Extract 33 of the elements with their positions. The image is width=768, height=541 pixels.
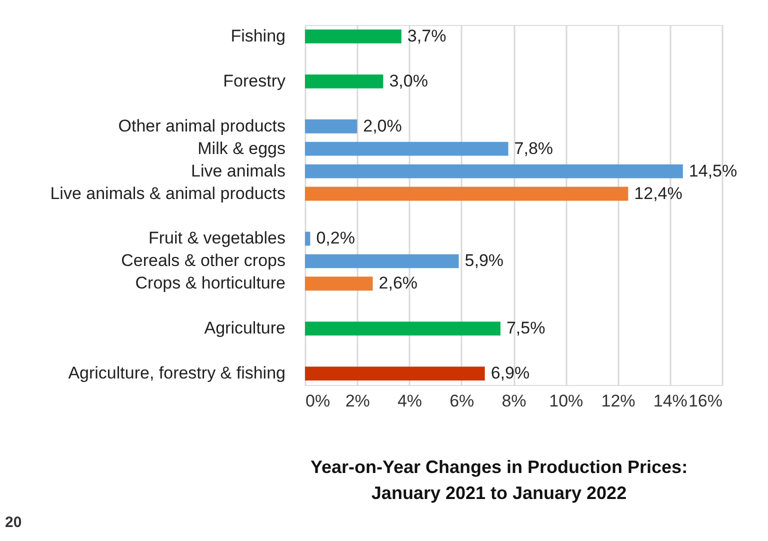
data-label: 3,0% bbox=[389, 71, 428, 90]
data-label: 2,6% bbox=[378, 274, 418, 293]
y-tick-label: Crops & horticulture bbox=[135, 274, 286, 293]
y-tick-label: Agriculture, forestry & fishing bbox=[68, 364, 286, 383]
x-tick-label: 6% bbox=[450, 392, 474, 410]
data-label: 5,9% bbox=[464, 251, 504, 270]
data-label: 12,4% bbox=[634, 184, 682, 203]
y-tick-label: Forestry bbox=[223, 71, 286, 90]
data-label: 7,8% bbox=[514, 138, 554, 158]
y-tick-label: Fishing bbox=[230, 26, 286, 46]
data-label: 3,7% bbox=[407, 26, 446, 46]
x-tick-label: 10% bbox=[549, 392, 584, 410]
y-tick-label: Other animal products bbox=[118, 116, 286, 136]
y-tick-label: Live animals bbox=[191, 161, 286, 180]
x-tick-label: 4% bbox=[397, 392, 422, 410]
text: Year-on-Year Changes in Production Prices: January 2021 to January 2022 bbox=[310, 457, 688, 503]
x-tick-label: 12% bbox=[601, 392, 636, 410]
text: 20 bbox=[5, 514, 22, 531]
x-tick-label: 16% bbox=[688, 392, 722, 410]
y-tick-label: Live animals & animal products bbox=[50, 184, 286, 203]
y-tick-label: Milk & eggs bbox=[198, 138, 286, 158]
x-tick-label: 14% bbox=[653, 392, 688, 410]
data-label: 2,0% bbox=[363, 116, 402, 136]
y-tick-label: Fruit & vegetables bbox=[148, 228, 286, 248]
y-tick-label: Agriculture bbox=[204, 318, 286, 338]
data-label: 7,5% bbox=[506, 318, 546, 338]
data-label: 0,2% bbox=[316, 228, 355, 248]
x-tick-label: 2% bbox=[345, 392, 370, 410]
x-tick-label: 0% bbox=[306, 392, 330, 410]
data-label: 6,9% bbox=[490, 364, 530, 383]
y-tick-label: Cereals & other crops bbox=[121, 251, 286, 270]
data-label: 14,5% bbox=[688, 161, 738, 180]
x-tick-label: 8% bbox=[502, 392, 526, 410]
